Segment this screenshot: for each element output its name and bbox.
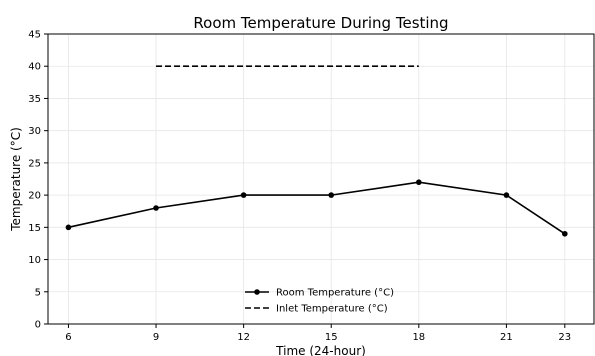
y-tick-label: 0 [35,320,41,331]
y-tick-label: 20 [28,191,41,202]
legend-marker-1 [254,289,260,295]
series-1-point [562,230,568,237]
series-1-point [328,192,335,198]
x-tick-label: 15 [325,332,338,343]
y-tick-label: 35 [28,94,41,105]
x-tick-label: 23 [558,332,571,343]
x-tick-label: 12 [237,332,250,343]
series-layer [65,65,568,237]
y-tick-label: 10 [28,255,41,266]
ticks: 6 9 12 15 18 21 23 0 5 10 15 20 25 30 35 40 45 [28,30,571,344]
chart-title: Room Temperature During Testing [193,14,448,32]
series-1-point [240,192,247,198]
x-tick-label: 9 [153,332,159,343]
y-axis-label: Temperature (°C) [9,127,23,232]
y-tick-label: 15 [28,223,41,234]
legend-label-1: Room Temperature (°C) [276,288,394,299]
series-1-point [153,205,159,211]
x-tick-label: 6 [65,332,71,343]
y-tick-label: 45 [28,30,41,41]
series-1-point [416,179,422,186]
plot-frame [47,33,595,325]
x-tick-label: 18 [412,332,425,343]
y-tick-label: 40 [28,62,41,73]
legend: Room Temperature (°C) Inlet Temperature (… [245,288,394,315]
series-1-point [503,192,510,198]
y-tick-label: 30 [28,126,41,137]
x-axis-label: Time (24-hour) [275,344,366,356]
x-tick-label: 21 [500,332,513,343]
y-tick-label: 5 [35,287,41,298]
y-tick-label: 25 [28,158,41,169]
legend-label-2: Inlet Temperature (°C) [276,304,388,315]
series-1-point [65,224,72,231]
